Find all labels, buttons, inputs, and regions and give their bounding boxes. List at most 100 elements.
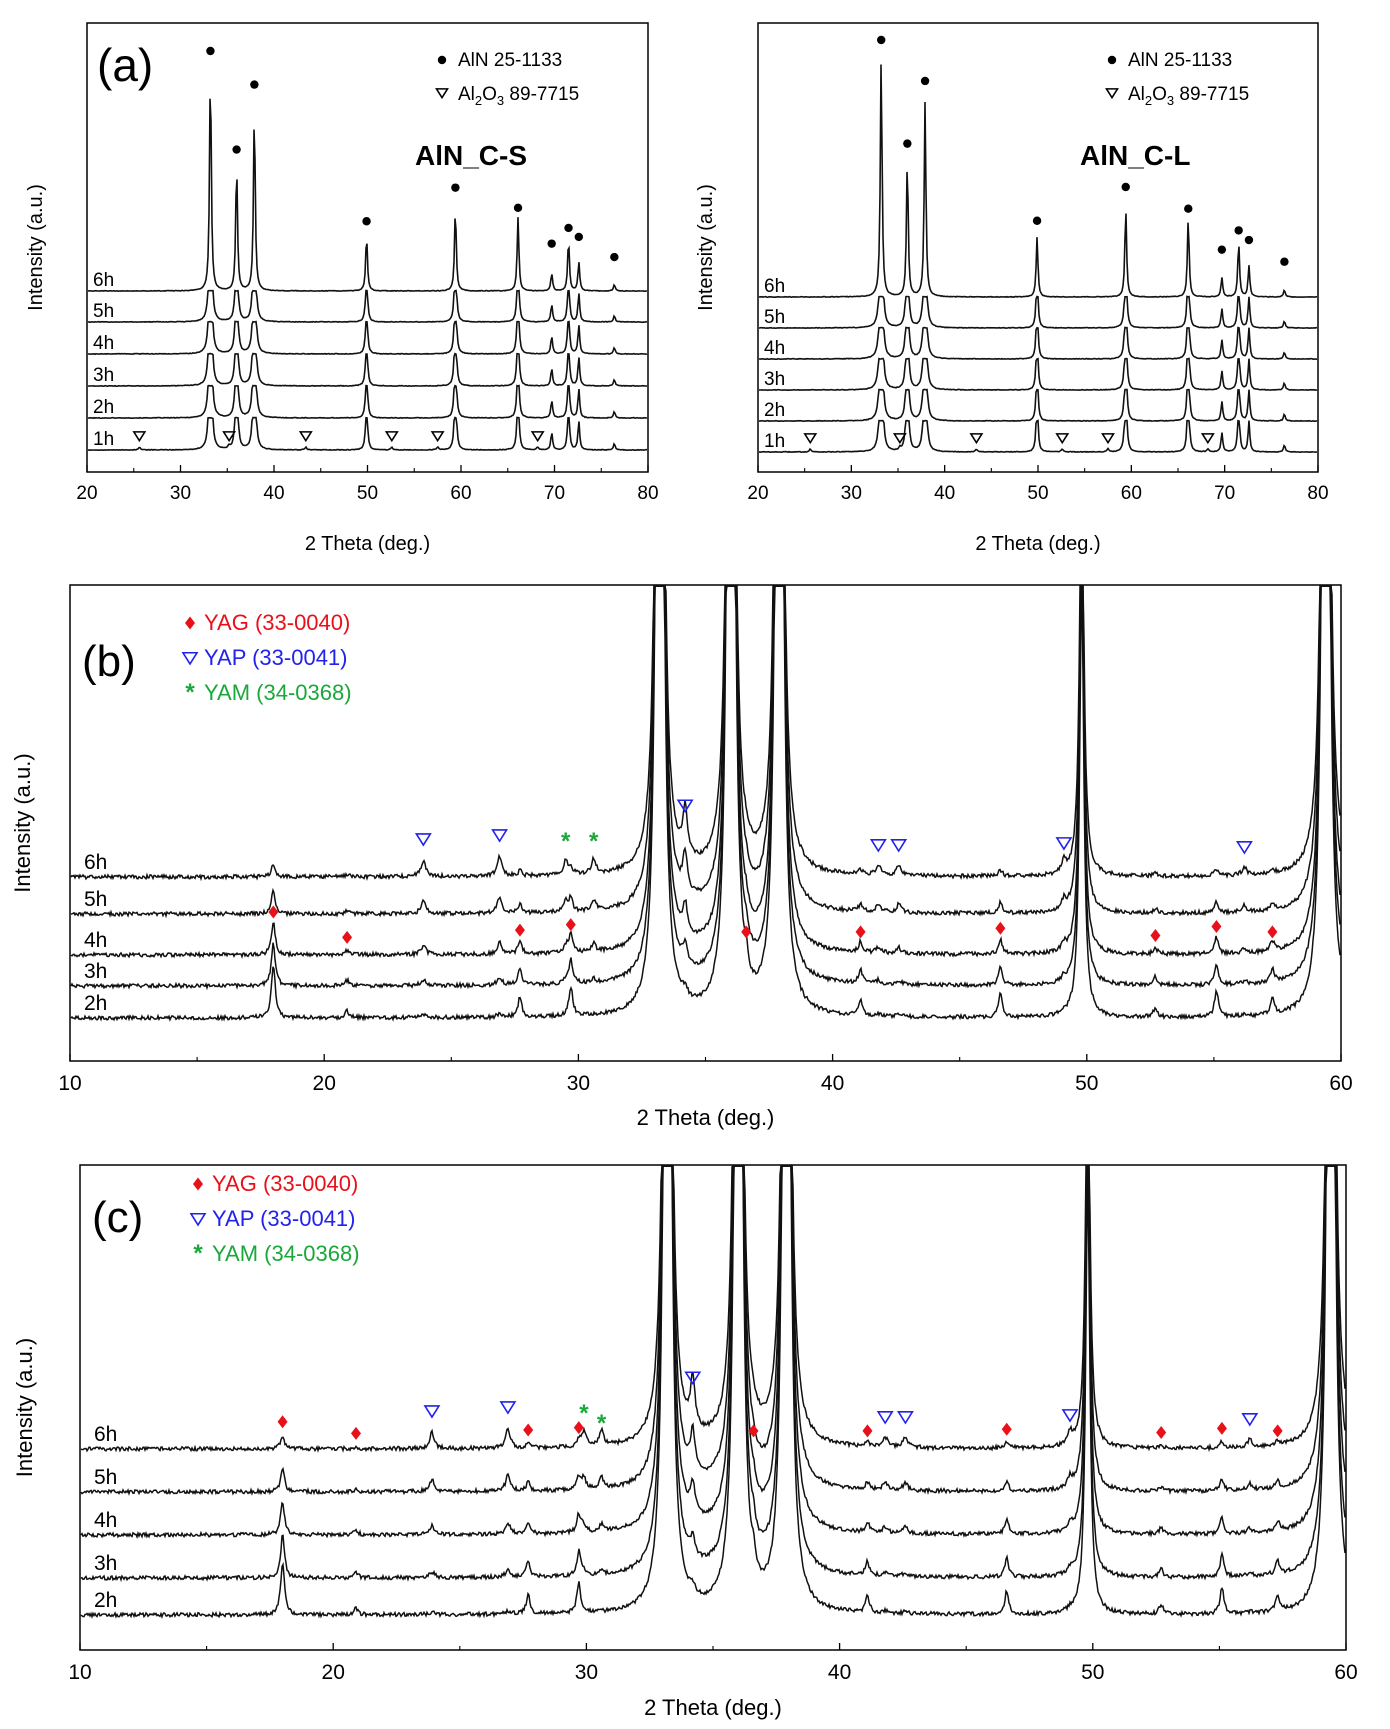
yap-peak-marker	[890, 839, 908, 853]
yap-peak-marker	[869, 839, 887, 853]
xrd-trace-1h	[88, 416, 647, 452]
xrd-trace-5h	[758, 295, 1317, 330]
yag-peak-marker	[565, 918, 576, 932]
x-tick-label: 70	[1214, 483, 1235, 504]
series-label-3h: 3h	[764, 369, 785, 390]
y-axis-label: Intensity (a.u.)	[695, 184, 717, 311]
xrd-trace-5h	[87, 289, 648, 324]
legend-yag-marker	[185, 616, 195, 630]
yap-peak-marker	[876, 1411, 894, 1425]
aln-peak-marker	[1121, 182, 1130, 192]
al2o3-peak-marker	[530, 431, 545, 443]
legend-yap-marker	[189, 1212, 207, 1227]
x-tick-label: 30	[567, 1072, 590, 1095]
x-tick-label: 50	[1075, 1072, 1098, 1095]
yam-peak-marker: *	[579, 1400, 589, 1427]
aln-peak-marker	[877, 35, 886, 45]
al2o3-peak-marker	[384, 431, 399, 443]
series-label-3h: 3h	[84, 960, 107, 983]
series-label-4h: 4h	[84, 929, 107, 952]
legend-yam-text: YAM (34-0368)	[212, 1241, 360, 1266]
x-tick-label: 60	[1121, 483, 1142, 504]
legend-yap-marker	[181, 651, 199, 666]
xrd-trace-4h	[87, 320, 648, 356]
legend-yap-text: YAP (33-0041)	[204, 645, 348, 670]
legend-yag-marker	[193, 1177, 203, 1191]
x-tick-label: 10	[68, 1661, 91, 1684]
x-tick-label: 80	[1307, 483, 1328, 504]
panel-label: (c)	[92, 1193, 143, 1242]
yam-peak-marker: *	[597, 1410, 607, 1437]
yag-peak-marker	[995, 921, 1006, 935]
x-axis-label: 2 Theta (deg.)	[305, 533, 430, 555]
series-label-5h: 5h	[94, 1466, 117, 1489]
aln-peak-marker	[1217, 245, 1227, 254]
x-tick-label: 30	[575, 1661, 598, 1684]
yag-peak-marker	[748, 1424, 759, 1438]
yag-peak-marker	[1211, 919, 1222, 933]
x-tick-label: 50	[357, 483, 378, 504]
legend-aln-text: AlN 25-1133	[458, 50, 562, 71]
series-label-2h: 2h	[93, 397, 114, 418]
aln-peak-marker	[451, 183, 460, 192]
al2o3-peak-marker	[892, 433, 907, 445]
yag-peak-marker	[1216, 1421, 1227, 1435]
series-label-2h: 2h	[764, 400, 785, 421]
legend-yam-text: YAM (34-0368)	[204, 680, 352, 705]
series-label-1h: 1h	[93, 429, 114, 450]
al2o3-peak-marker	[222, 431, 237, 443]
yap-peak-marker	[1055, 837, 1073, 851]
yag-peak-marker	[277, 1415, 288, 1429]
al2o3-peak-marker	[132, 431, 147, 443]
aln-peak-marker	[547, 239, 556, 248]
x-axis-label: 2 Theta (deg.)	[644, 1695, 782, 1720]
yap-peak-marker	[414, 833, 432, 847]
aln-peak-marker	[574, 232, 584, 242]
legend-al2o3-marker	[1105, 88, 1119, 100]
aln-peak-marker	[206, 46, 215, 56]
xrd-trace-4h	[80, 1165, 1346, 1540]
yag-peak-marker	[1156, 1426, 1167, 1440]
legend-yap-text: YAP (33-0041)	[212, 1206, 356, 1231]
series-label-4h: 4h	[93, 333, 114, 354]
yap-peak-marker	[1061, 1409, 1079, 1423]
xrd-trace-2h	[80, 1165, 1346, 1620]
aln-peak-marker	[362, 217, 371, 226]
yap-peak-marker	[1235, 841, 1253, 855]
series-label-4h: 4h	[94, 1509, 117, 1532]
aln-peak-marker	[232, 145, 241, 154]
x-tick-label: 70	[544, 483, 565, 504]
series-label-4h: 4h	[764, 338, 785, 359]
xrd-trace-3h	[758, 357, 1318, 392]
aln-peak-marker	[1234, 226, 1243, 235]
x-tick-label: 20	[322, 1661, 345, 1684]
series-label-6h: 6h	[84, 851, 107, 874]
legend-yag-text: YAG (33-0040)	[212, 1171, 358, 1196]
legend-aln-text: AlN 25-1133	[1128, 50, 1232, 71]
x-tick-label: 30	[170, 483, 191, 504]
y-axis-label: Intensity (a.u.)	[12, 1338, 37, 1477]
aln-peak-marker	[250, 80, 259, 89]
x-tick-label: 60	[1329, 1072, 1352, 1095]
panel-c: 10 20 30 40 50 60 2 Theta (deg.) Intensity (a.u…	[12, 1164, 1358, 1720]
aln-peak-marker	[1032, 216, 1042, 225]
legend-yam-marker: *	[185, 679, 195, 706]
aln-peak-marker	[903, 139, 912, 148]
yap-peak-marker	[491, 829, 509, 843]
aln-peak-marker	[564, 223, 573, 233]
series-label-2h: 2h	[94, 1589, 117, 1612]
xrd-trace-3h	[87, 352, 648, 388]
legend-yag-text: YAG (33-0040)	[204, 610, 350, 635]
x-axis-label: 2 Theta (deg.)	[975, 533, 1100, 555]
x-tick-label: 40	[263, 483, 284, 504]
x-tick-label: 60	[450, 483, 471, 504]
xrd-trace-3h	[80, 1165, 1346, 1583]
yap-peak-marker	[423, 1405, 441, 1419]
xrd-trace-5h	[70, 585, 1341, 919]
yag-peak-marker	[1150, 929, 1161, 943]
legend-aln-marker	[437, 55, 447, 65]
legend-yam-marker: *	[193, 1240, 203, 1267]
xrd-trace-6h	[70, 585, 1341, 882]
xrd-trace-4h	[70, 585, 1341, 959]
